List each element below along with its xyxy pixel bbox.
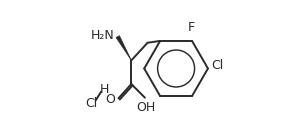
Polygon shape	[116, 36, 131, 60]
Text: F: F	[188, 21, 195, 34]
Text: H: H	[100, 83, 109, 96]
Text: Cl: Cl	[85, 97, 98, 110]
Text: OH: OH	[137, 101, 156, 114]
Text: H₂N: H₂N	[91, 29, 114, 42]
Text: Cl: Cl	[211, 59, 223, 72]
Text: O: O	[105, 92, 115, 105]
